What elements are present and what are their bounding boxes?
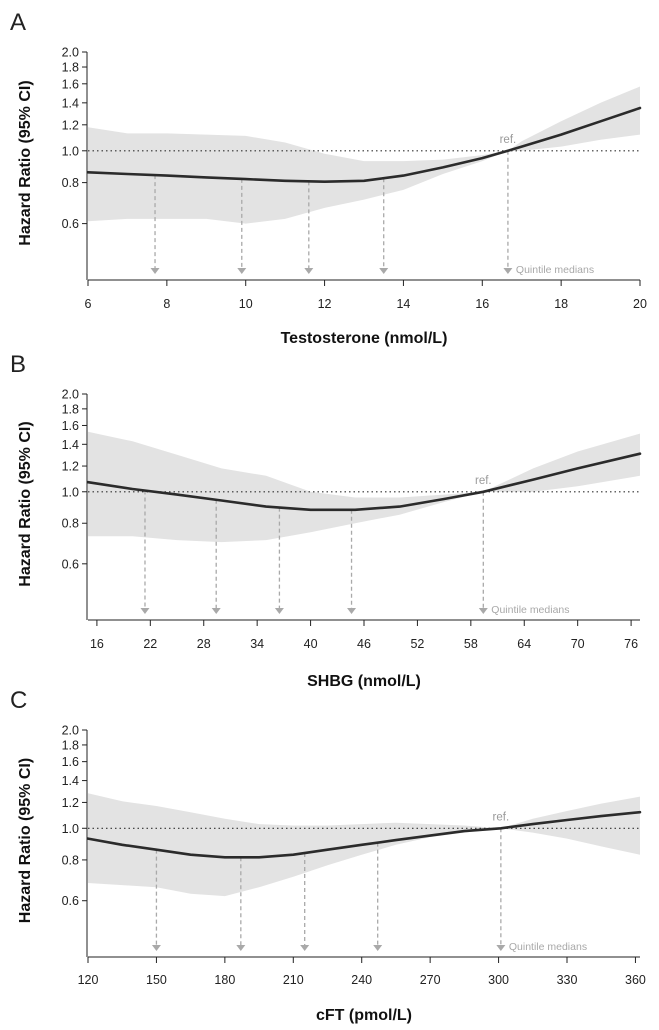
y-tick-label: 0.6 [62, 894, 79, 908]
y-tick-label: 0.8 [62, 853, 79, 867]
x-tick-label: 46 [357, 637, 371, 651]
y-tick-label: 0.8 [62, 176, 79, 190]
x-tick-label: 10 [239, 297, 253, 311]
y-tick-label: 0.8 [62, 517, 79, 531]
x-tick-label: 18 [554, 297, 568, 311]
chart-panel-c: C Quintile medians ref. 0.6 0.8 1.0 1.2 1.4 1.6 1… [10, 687, 646, 1024]
quintile-marker-4 [373, 945, 383, 951]
y-tick-label: 2.0 [62, 388, 79, 402]
quintile-marker-1 [150, 268, 160, 274]
quintile-marker-5 [496, 945, 506, 951]
x-tick-label: 40 [304, 637, 318, 651]
y-tick-label: 2.0 [62, 724, 79, 738]
quintile-marker-3 [304, 268, 314, 274]
quintile-medians-label: Quintile medians [516, 264, 594, 276]
hazard-ratio-curve [86, 106, 642, 183]
x-tick-label: 20 [633, 297, 647, 311]
y-tick-label: 1.0 [62, 822, 79, 836]
x-tick-label: 120 [78, 973, 99, 987]
x-tick-label: 180 [214, 973, 235, 987]
y-tick-label: 1.6 [62, 419, 79, 433]
x-axis-title: cFT (pmol/L) [316, 1007, 412, 1024]
x-tick-label: 12 [318, 297, 332, 311]
x-axis-title: SHBG (nmol/L) [307, 673, 421, 690]
y-axis-title: Hazard Ratio (95% CI) [17, 758, 34, 923]
y-tick-label: 1.4 [62, 774, 79, 788]
y-tick-label: 1.2 [62, 796, 79, 810]
x-tick-label: 16 [90, 637, 104, 651]
y-tick-label: 1.0 [62, 144, 79, 158]
y-tick-label: 1.4 [62, 96, 79, 110]
panel-letter: C [10, 687, 27, 714]
quintile-marker-5 [503, 268, 513, 274]
quintile-medians-label: Quintile medians [491, 604, 569, 616]
quintile-marker-4 [347, 608, 357, 614]
y-tick-label: 1.8 [62, 61, 79, 75]
hazard-ratio-curve [86, 452, 642, 512]
panel-letter: B [10, 351, 26, 378]
chart-panel-a: A Quintile medians ref. 0.6 0.8 1.0 1.2 1.4 1.6 1… [10, 9, 647, 347]
x-tick-label: 64 [517, 637, 531, 651]
x-tick-label: 70 [571, 637, 585, 651]
quintile-marker-1 [151, 945, 161, 951]
x-tick-label: 330 [557, 973, 578, 987]
y-tick-label: 0.6 [62, 217, 79, 231]
ref-label: ref. [500, 134, 517, 146]
x-tick-label: 16 [475, 297, 489, 311]
y-tick-label: 1.6 [62, 77, 79, 91]
panel-letter: A [10, 9, 26, 36]
y-tick-label: 2.0 [62, 46, 79, 60]
y-tick-label: 1.4 [62, 438, 79, 452]
x-tick-label: 150 [146, 973, 167, 987]
quintile-marker-1 [140, 608, 150, 614]
x-tick-label: 22 [143, 637, 157, 651]
y-tick-label: 0.6 [62, 557, 79, 571]
y-tick-label: 1.8 [62, 738, 79, 752]
y-tick-label: 1.0 [62, 485, 79, 499]
quintile-marker-4 [379, 268, 389, 274]
ci-band [88, 86, 640, 224]
x-tick-label: 28 [197, 637, 211, 651]
ref-label: ref. [475, 475, 492, 487]
x-tick-label: 300 [488, 973, 509, 987]
x-tick-label: 8 [163, 297, 170, 311]
x-tick-label: 210 [283, 973, 304, 987]
quintile-medians-label: Quintile medians [509, 941, 587, 953]
x-tick-label: 360 [625, 973, 646, 987]
x-tick-label: 76 [624, 637, 638, 651]
quintile-marker-2 [236, 945, 246, 951]
y-tick-label: 1.6 [62, 755, 79, 769]
quintile-marker-5 [478, 608, 488, 614]
y-axis-title: Hazard Ratio (95% CI) [17, 80, 34, 245]
quintile-marker-3 [274, 608, 284, 614]
y-axis-title: Hazard Ratio (95% CI) [17, 421, 34, 586]
x-tick-label: 58 [464, 637, 478, 651]
hazard-ratio-curve [86, 810, 642, 859]
x-tick-label: 6 [85, 297, 92, 311]
quintile-marker-2 [211, 608, 221, 614]
y-tick-label: 1.8 [62, 402, 79, 416]
chart-panel-b: B Quintile medians ref. 0.6 0.8 1.0 1.2 1.4 1.6 1… [10, 351, 642, 690]
x-tick-label: 52 [410, 637, 424, 651]
y-tick-label: 1.2 [62, 460, 79, 474]
y-tick-label: 1.2 [62, 118, 79, 132]
x-tick-label: 270 [420, 973, 441, 987]
x-tick-label: 34 [250, 637, 264, 651]
ci-band [88, 431, 640, 543]
ref-label: ref. [493, 811, 510, 823]
x-tick-label: 240 [351, 973, 372, 987]
x-tick-label: 14 [396, 297, 410, 311]
quintile-marker-3 [300, 945, 310, 951]
x-axis-title: Testosterone (nmol/L) [281, 330, 448, 347]
quintile-marker-2 [237, 268, 247, 274]
